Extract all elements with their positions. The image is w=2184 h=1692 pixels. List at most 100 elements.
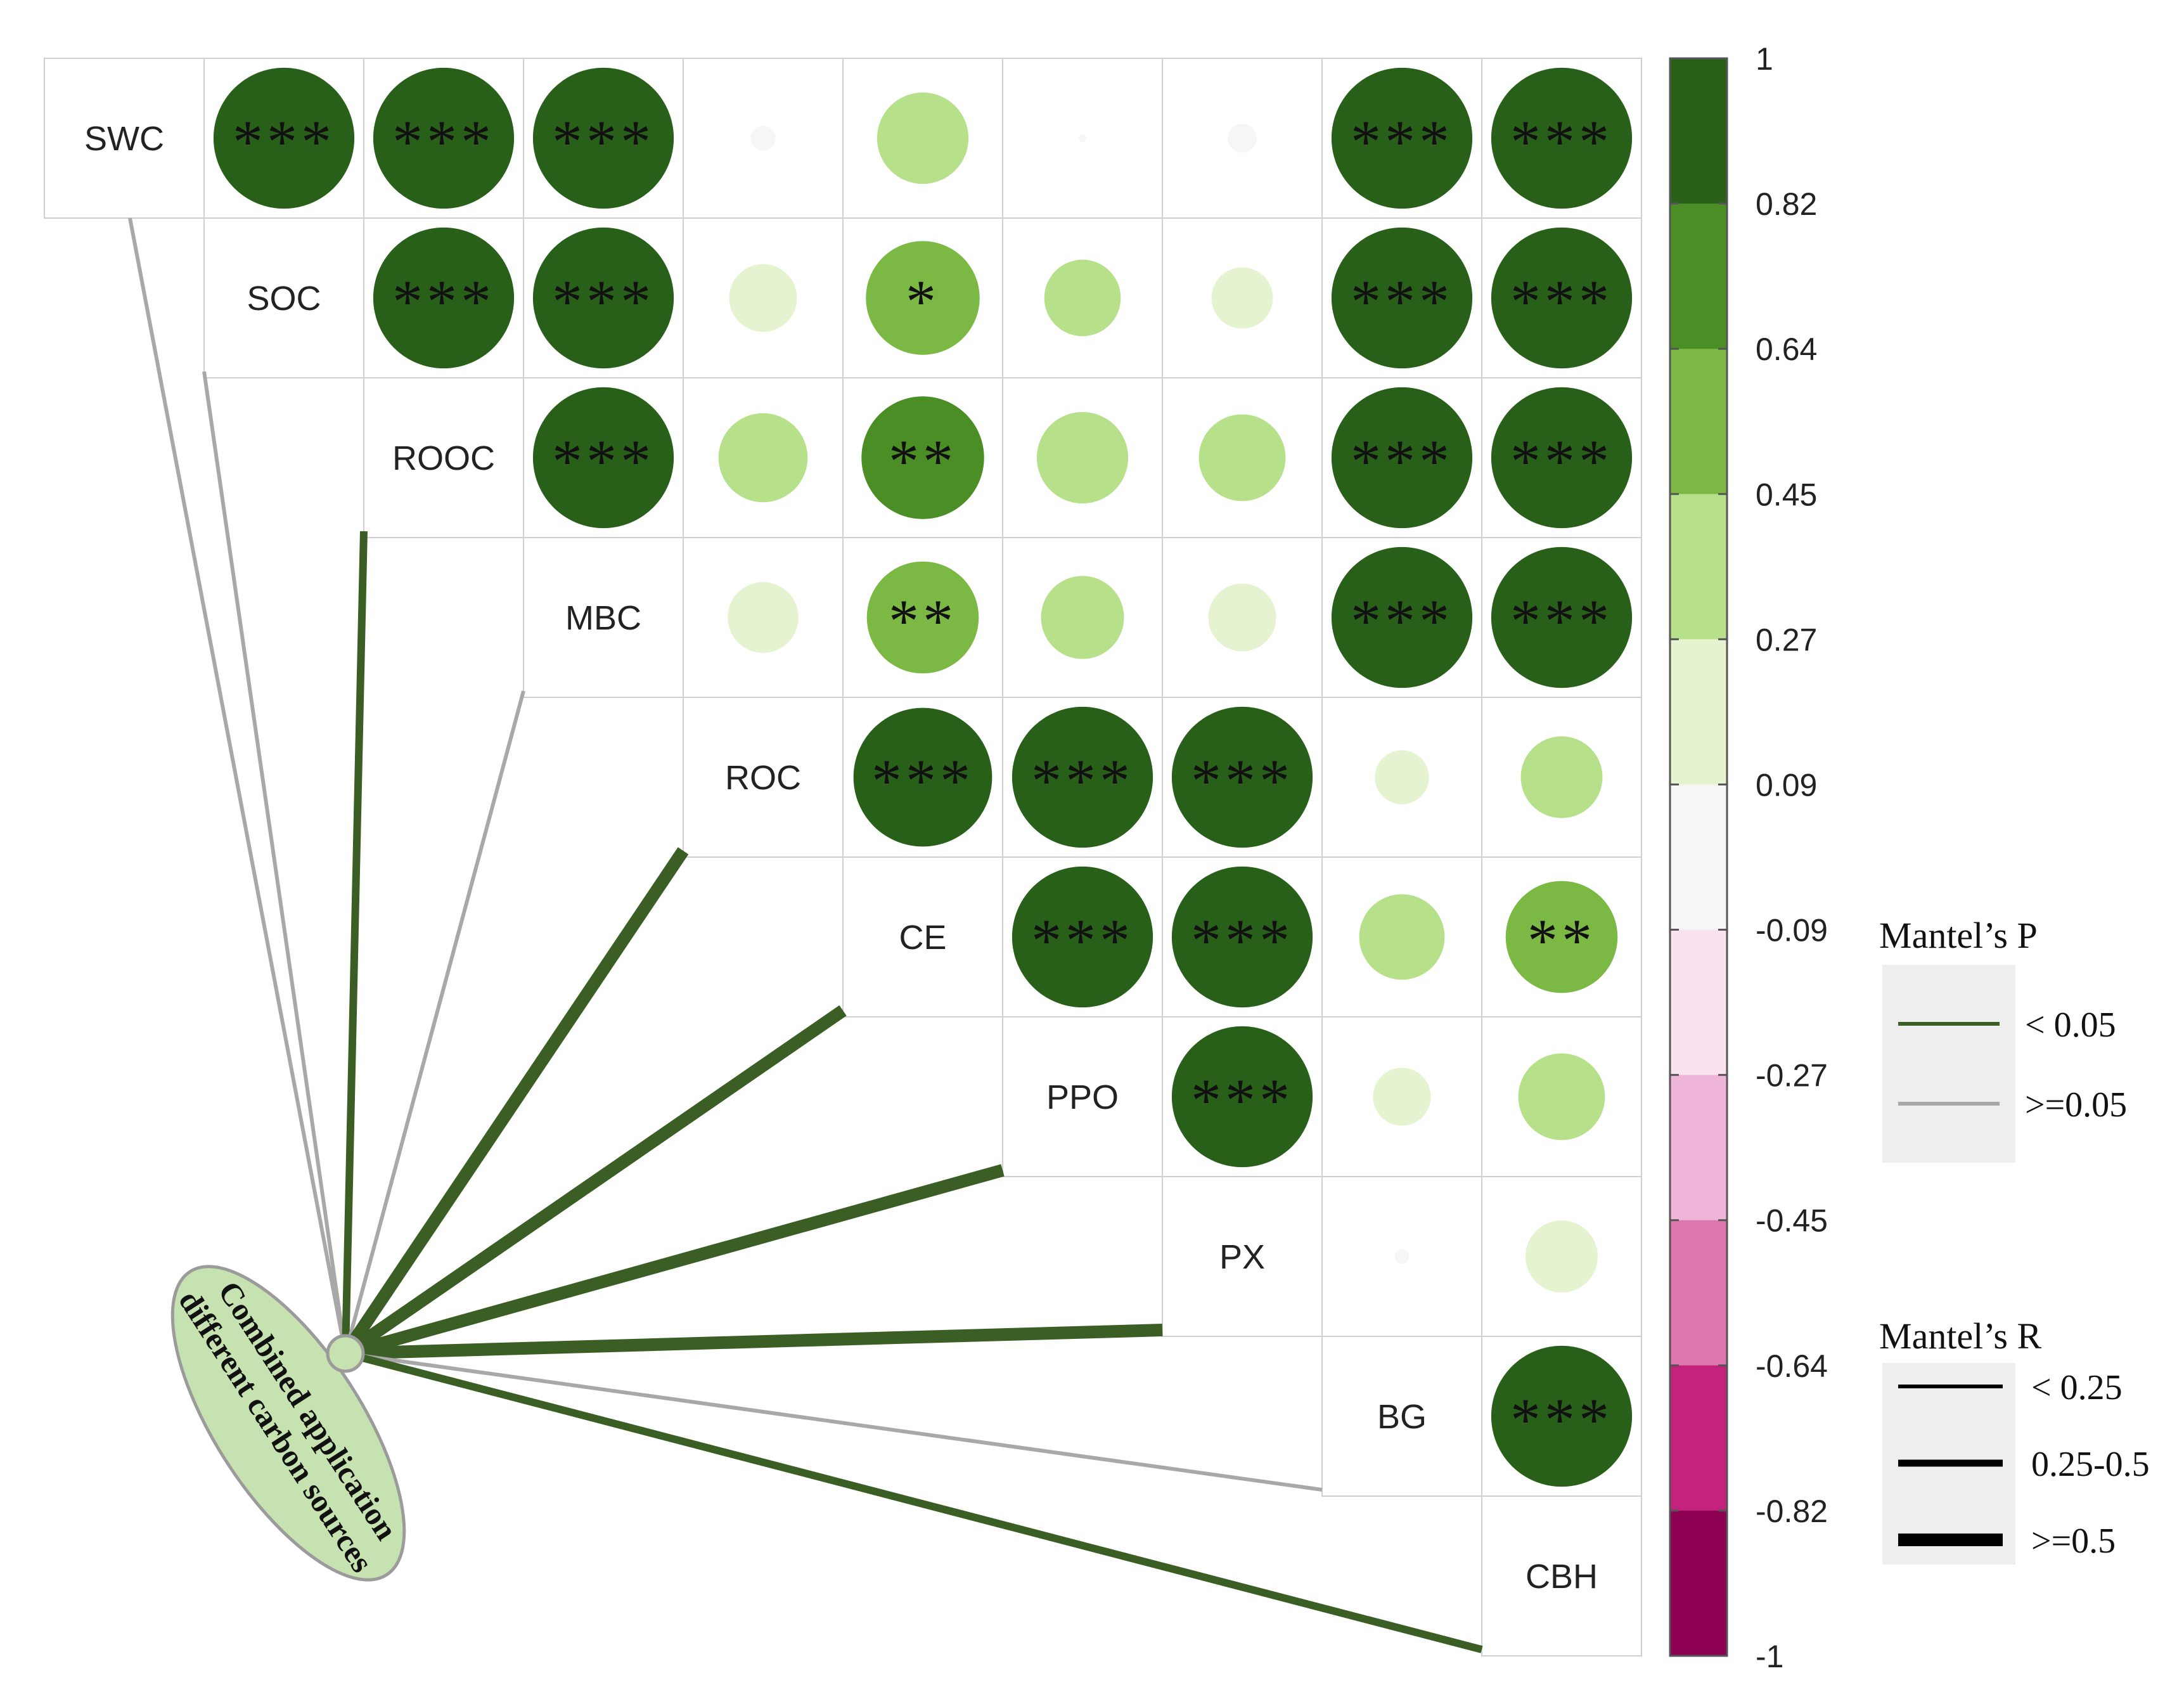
corr-circle-swc-bg [1331, 67, 1473, 209]
variable-label-roc: ROC [725, 759, 801, 797]
colorbar-tick-label: 0.45 [1756, 477, 1817, 512]
corr-circle-px-bg [1394, 1249, 1410, 1264]
colorbar-tick-label: -0.82 [1756, 1494, 1828, 1529]
significance-stars: *** [552, 108, 655, 176]
colorbar-tick-label: 0.82 [1756, 186, 1817, 222]
corr-circle-soc-rooc [373, 227, 515, 369]
significance-stars: *** [392, 108, 495, 176]
corr-circle-roc-ce [853, 707, 992, 847]
corr-circle-roc-px [1171, 706, 1313, 848]
corr-circle-ce-cbh [1505, 881, 1618, 993]
corr-circle-bg-cbh [1491, 1345, 1633, 1487]
corr-circle-rooc-cbh [1491, 387, 1633, 529]
significance-stars: *** [1510, 427, 1613, 495]
significance-stars: *** [552, 268, 655, 335]
heatmap-grid: SWC SOC ROOC MBC ROC CE PPO PX BG CBH [44, 58, 1642, 1656]
colorbar-tick-label: 0.09 [1756, 767, 1817, 803]
significance-stars: *** [552, 427, 655, 495]
corr-circle-roc-cbh [1520, 736, 1603, 818]
corr-circle-soc-roc [729, 264, 797, 332]
significance-stars: *** [1351, 268, 1453, 335]
variable-label-bg: BG [1377, 1398, 1427, 1436]
legend-mantel-p: Mantel’s P < 0.05 >=0.05 [1879, 915, 2127, 1163]
colorbar-tick-label: 0.27 [1756, 622, 1817, 657]
colorbar-tick-label: -0.09 [1756, 913, 1828, 948]
corr-circle-rooc-ppo [1036, 411, 1129, 504]
corr-circle-mbc-ppo [1041, 576, 1124, 659]
corr-circle-swc-ce [877, 92, 969, 184]
variable-label-soc: SOC [247, 280, 321, 318]
legend-mantel-r: Mantel’s R < 0.25 0.25-0.5 >=0.5 [1879, 1315, 2150, 1565]
significance-stars: *** [1031, 907, 1134, 974]
corr-circle-mbc-cbh [1491, 546, 1633, 688]
diagonal-label-cell [842, 856, 1003, 1017]
significance-stars: *** [871, 747, 974, 815]
significance-stars: *** [1510, 108, 1613, 176]
mantel-link-mbc [344, 690, 525, 1354]
mantel-links [128, 217, 1483, 1653]
colorbar-segment [1670, 1365, 1727, 1511]
corr-circle-soc-ppo [1044, 259, 1121, 337]
corr-circle-soc-bg [1331, 227, 1473, 369]
legend-r-label: < 0.25 [2031, 1368, 2123, 1407]
heatmap-cell [683, 217, 844, 378]
corr-circle-ppo-cbh [1518, 1053, 1605, 1140]
corr-circle-px-cbh [1526, 1220, 1598, 1293]
significance-stars: *** [1510, 268, 1613, 335]
colorbar-tick-label: 0.64 [1756, 332, 1817, 367]
colorbar-segment [1670, 494, 1727, 640]
corr-circle-swc-soc [213, 67, 355, 209]
corr-circle-swc-rooc [373, 67, 515, 209]
colorbar-segment [1670, 349, 1727, 494]
colorbar-tick-label: -0.64 [1756, 1348, 1828, 1384]
corr-circle-ce-ppo [1012, 866, 1153, 1008]
colorbar-tick-label: 1 [1756, 41, 1773, 77]
mantel-link-rooc [342, 531, 368, 1354]
significance-stars: *** [1031, 747, 1134, 815]
significance-stars: *** [392, 268, 495, 335]
diagonal-label-cell [363, 377, 524, 538]
corr-circle-swc-mbc [532, 67, 674, 209]
corr-circle-mbc-roc [728, 582, 799, 653]
corr-circle-rooc-mbc [532, 387, 674, 529]
corr-circle-swc-ppo [1079, 134, 1086, 142]
variable-label-mbc: MBC [565, 599, 641, 637]
colorbar-segment [1670, 929, 1727, 1076]
significance-stars: *** [233, 108, 335, 176]
corr-circle-ppo-bg [1373, 1068, 1431, 1126]
significance-stars: *** [1351, 108, 1453, 176]
legend-p-title: Mantel’s P [1879, 915, 2038, 956]
significance-stars: * [906, 268, 940, 335]
corr-circle-ce-bg [1359, 894, 1445, 980]
corr-circle-soc-mbc [532, 227, 674, 369]
variable-label-swc: SWC [84, 120, 164, 158]
colorbar-segment [1670, 203, 1727, 349]
corr-circle-swc-px [1228, 124, 1257, 153]
colorbar-tick-label: -0.27 [1756, 1058, 1828, 1094]
mantel-link-cbh [344, 1350, 1483, 1653]
heatmap-cell [1321, 697, 1482, 858]
corr-circle-rooc-px [1198, 414, 1286, 501]
significance-stars: ** [1527, 907, 1596, 974]
corr-circle-ppo-px [1171, 1026, 1313, 1168]
corr-circle-rooc-roc [718, 413, 808, 503]
variable-label-ce: CE [899, 919, 946, 957]
significance-stars: ** [889, 587, 957, 655]
diagonal-label-cell [1481, 1495, 1642, 1656]
corr-circle-roc-bg [1375, 750, 1429, 804]
colorbar-segment [1670, 1510, 1727, 1656]
corr-circle-mbc-ce [866, 561, 979, 674]
corr-circle-soc-px [1211, 267, 1273, 329]
colorbar-tick-label: -0.45 [1756, 1203, 1828, 1239]
mantel-link-roc [340, 847, 689, 1357]
variable-label-rooc: ROOC [392, 439, 495, 477]
diagonal-label-cell [1002, 1016, 1163, 1177]
significance-stars: *** [1510, 1386, 1613, 1454]
diagonal-label-cell [1321, 1336, 1482, 1497]
mantel-link-ppo [344, 1164, 1005, 1360]
legend-p-label: < 0.05 [2025, 1005, 2116, 1045]
source-anchor-dot [326, 1334, 365, 1373]
diagonal-label-cell [683, 697, 844, 858]
